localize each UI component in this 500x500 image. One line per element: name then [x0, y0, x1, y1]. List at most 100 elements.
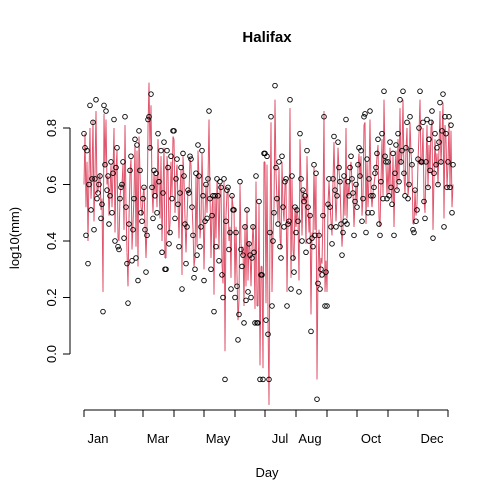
data-point — [314, 396, 320, 402]
y-tick-label: 0.4 — [44, 232, 59, 250]
data-point — [176, 243, 182, 250]
fitted-line-segment — [119, 187, 122, 196]
data-point — [422, 215, 428, 222]
data-point — [439, 128, 445, 134]
fitted-line-segment — [199, 221, 202, 239]
data-point — [400, 88, 406, 95]
fitted-line-segment — [414, 190, 417, 216]
fitted-line-segment — [432, 176, 435, 230]
fitted-line-segment — [339, 184, 342, 219]
data-point — [447, 184, 453, 191]
data-point — [413, 218, 419, 224]
fitted-line-segment — [165, 156, 168, 258]
data-point — [298, 176, 304, 182]
data-point — [430, 235, 436, 241]
x-axis: Jan Mar May Jul Aug Oct Dec — [83, 409, 449, 446]
data-point — [276, 159, 282, 165]
data-point — [432, 130, 438, 137]
data-point — [146, 113, 152, 120]
fitted-line-segment — [379, 181, 382, 227]
data-point — [353, 181, 359, 188]
data-point — [278, 255, 284, 261]
data-point — [264, 153, 270, 159]
fitted-line-segment — [337, 147, 340, 171]
data-point — [347, 164, 353, 171]
data-point — [371, 184, 377, 191]
data-point — [442, 113, 448, 120]
fitted-line-segment — [139, 173, 142, 208]
fitted-line-segment — [172, 136, 175, 140]
data-point — [289, 173, 295, 179]
fitted-line-segment — [225, 192, 228, 216]
data-point — [161, 139, 167, 145]
data-point — [155, 130, 161, 137]
fitted-line-segment — [193, 257, 196, 267]
data-point — [327, 204, 333, 210]
data-point — [131, 195, 137, 202]
data-point — [393, 142, 399, 148]
data-point — [112, 238, 118, 244]
data-point — [113, 164, 119, 171]
data-point — [94, 195, 100, 202]
data-point — [301, 198, 307, 205]
fitted-line-segment — [189, 158, 192, 165]
data-point — [201, 277, 207, 284]
data-point — [229, 193, 235, 199]
data-point — [152, 193, 158, 199]
data-point — [415, 156, 421, 162]
data-point — [275, 221, 281, 227]
data-point — [390, 150, 396, 157]
fitted-line-segment — [417, 133, 420, 162]
data-point — [233, 229, 239, 236]
data-point — [274, 195, 280, 202]
data-point — [308, 328, 314, 335]
x-tick-label: May — [206, 431, 231, 446]
data-point — [172, 215, 178, 222]
data-point — [443, 130, 449, 137]
fitted-line-segment — [163, 147, 166, 258]
data-point — [349, 176, 355, 182]
data-point — [134, 142, 140, 148]
data-point — [377, 232, 383, 239]
data-point — [145, 116, 151, 123]
y-axis-label: log10(mm) — [7, 207, 22, 269]
fitted-line-segment — [190, 164, 193, 205]
fitted-line-segment — [125, 204, 128, 253]
fitted-line-segment — [215, 181, 218, 239]
data-point — [403, 145, 409, 151]
fitted-line-segment — [336, 147, 339, 196]
data-point — [245, 289, 251, 295]
fitted-line-segment — [389, 147, 392, 188]
data-point — [302, 193, 308, 199]
fitted-line-segment — [335, 195, 338, 222]
data-point — [209, 212, 215, 219]
data-point — [219, 272, 225, 278]
data-point — [343, 116, 349, 123]
data-point — [411, 229, 417, 236]
data-point — [166, 241, 172, 247]
data-point — [179, 286, 185, 292]
data-point — [392, 170, 398, 176]
data-point — [373, 164, 379, 171]
data-point — [107, 193, 113, 199]
fitted-line-segment — [451, 184, 454, 208]
data-point — [440, 91, 446, 97]
fitted-line-segment — [178, 190, 181, 239]
data-point — [369, 209, 375, 216]
data-point — [333, 224, 339, 230]
data-point — [157, 224, 163, 230]
data-point — [100, 308, 106, 315]
data-point — [424, 116, 430, 123]
fitted-line-segment — [286, 221, 289, 292]
data-point — [366, 176, 372, 182]
data-point — [156, 178, 162, 185]
fitted-line-segment — [252, 224, 255, 247]
data-point — [434, 145, 440, 151]
data-point — [127, 167, 133, 174]
fitted-line-segment — [306, 156, 309, 205]
data-point — [150, 215, 156, 222]
data-point — [109, 209, 115, 216]
data-point — [178, 164, 184, 171]
data-point — [290, 255, 296, 261]
data-point — [143, 269, 149, 275]
